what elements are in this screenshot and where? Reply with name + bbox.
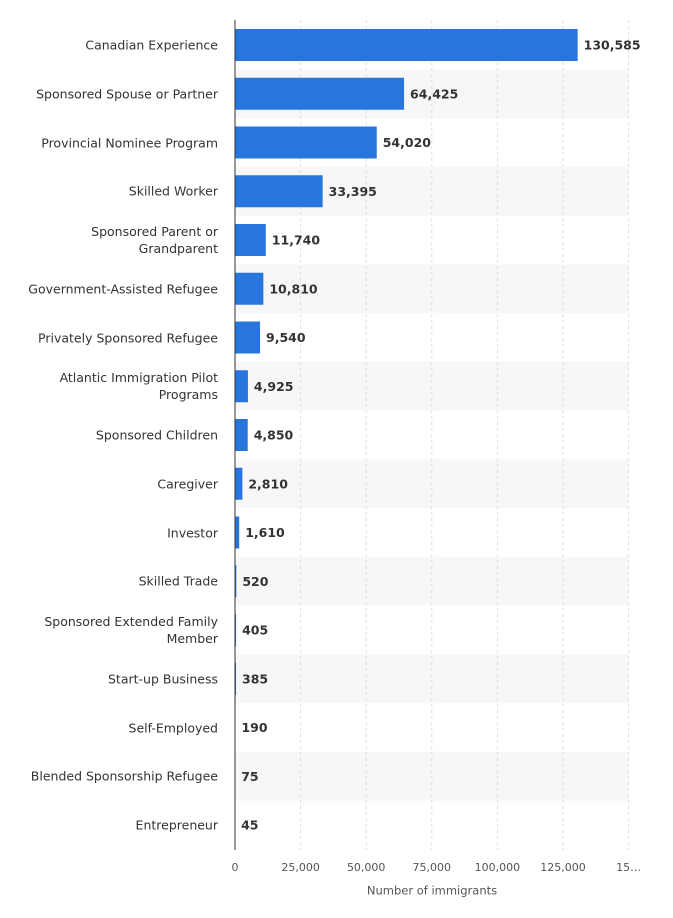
bar <box>235 565 237 598</box>
y-tick-label: Provincial Nominee Program <box>41 135 218 150</box>
y-tick-label: Blended Sponsorship Refugee <box>30 768 218 784</box>
y-tick-label: Sponsored Extended Family Member <box>44 614 218 646</box>
x-tick-label: 125,000 <box>540 861 586 874</box>
value-label: 64,425 <box>410 86 458 101</box>
y-tick-label: Caregiver <box>157 476 218 492</box>
bar <box>235 175 323 208</box>
bar <box>235 467 243 500</box>
bar <box>235 662 237 695</box>
y-tick-label: Sponsored Spouse or Partner <box>36 86 218 102</box>
value-label: 190 <box>241 720 267 735</box>
bar <box>235 614 237 646</box>
bar <box>235 272 264 305</box>
x-tick-label: 100,000 <box>475 861 521 874</box>
bar <box>235 516 240 549</box>
y-tick-label: Sponsored Parent or Grandparent <box>91 224 218 256</box>
value-label: 520 <box>242 574 268 589</box>
bar <box>235 126 377 159</box>
y-tick-label: Self-Employed <box>128 720 218 735</box>
bar <box>235 224 266 256</box>
y-tick-label: Canadian Experience <box>85 37 218 53</box>
value-label: 405 <box>242 623 268 638</box>
bar <box>235 29 578 61</box>
y-tick-label: Atlantic Immigration Pilot Programs <box>59 370 218 403</box>
row-band <box>235 654 629 704</box>
value-label: 1,610 <box>245 525 285 540</box>
x-tick-label: 0 <box>232 861 239 874</box>
y-tick-label: Start-up Business <box>108 671 218 687</box>
value-label: 75 <box>241 769 258 784</box>
value-label: 10,810 <box>269 281 318 296</box>
value-label: 4,850 <box>254 428 294 443</box>
y-tick-label: Investor <box>167 525 218 540</box>
value-label: 33,395 <box>329 184 377 199</box>
value-label: 4,925 <box>254 379 294 394</box>
value-label: 11,740 <box>272 233 321 248</box>
y-tick-label: Sponsored Children <box>95 427 218 443</box>
value-label: 45 <box>241 818 258 833</box>
y-tick-label: Entrepreneur <box>135 817 218 833</box>
y-tick-label: Skilled Worker <box>128 183 218 199</box>
x-axis-title: Number of immigrants <box>367 884 497 898</box>
bar <box>235 370 248 403</box>
value-label: 385 <box>242 671 268 686</box>
y-tick-label: Government-Assisted Refugee <box>28 281 218 297</box>
value-label: 130,585 <box>584 38 641 53</box>
y-tick-label: Privately Sponsored Refugee <box>38 330 218 345</box>
bar <box>235 77 405 110</box>
x-tick-label: 15… <box>616 861 641 874</box>
y-tick-label: Skilled Trade <box>138 573 218 589</box>
bar <box>235 419 248 451</box>
bar <box>235 321 261 354</box>
x-tick-label: 75,000 <box>413 861 452 874</box>
value-label: 9,540 <box>266 330 306 345</box>
value-label: 2,810 <box>248 476 288 491</box>
value-label: 54,020 <box>383 135 432 150</box>
x-tick-label: 25,000 <box>281 861 320 874</box>
x-tick-label: 50,000 <box>347 861 386 874</box>
